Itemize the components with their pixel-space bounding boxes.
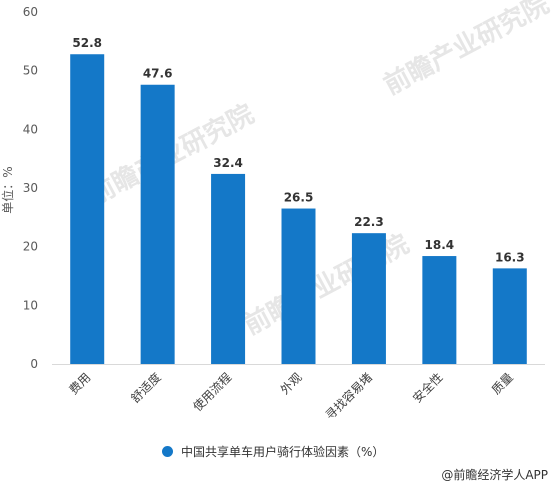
bar-5 [422, 256, 457, 364]
category-label-0: 费用 [66, 370, 93, 397]
category-label-5: 安全性 [409, 370, 445, 406]
y-tick-label: 20 [23, 240, 38, 254]
watermark-text-2: 前瞻产业研究院 [379, 0, 554, 101]
y-tick-label: 0 [30, 357, 38, 371]
category-label-4: 寻找容易堵 [322, 370, 375, 423]
legend: 中国共享单车用户骑行体验因素（%） [162, 442, 384, 460]
category-label-2: 使用流程 [190, 370, 235, 415]
source-credit: @前瞻经济学人APP [441, 468, 548, 482]
legend-label: 中国共享单车用户骑行体验因素（%） [181, 444, 385, 459]
bar-3 [281, 208, 316, 364]
data-label-6: 16.3 [495, 250, 525, 264]
data-label-1: 47.6 [143, 67, 173, 81]
data-label-4: 22.3 [354, 215, 384, 229]
y-tick-label: 10 [23, 298, 38, 312]
bar-2 [211, 173, 246, 364]
bar-0 [70, 54, 105, 365]
y-tick-label: 30 [23, 181, 38, 195]
bar-4 [351, 233, 386, 364]
y-tick-label: 50 [23, 64, 38, 78]
y-tick-label: 60 [23, 5, 38, 19]
data-label-3: 26.5 [284, 191, 314, 205]
legend-swatch [162, 445, 173, 457]
bar-6 [492, 268, 527, 364]
y-tick-label: 40 [23, 122, 38, 136]
watermark-text-1: 前瞻产业研究院 [239, 228, 414, 341]
data-label-2: 32.4 [213, 156, 243, 170]
data-label-0: 52.8 [72, 36, 102, 50]
x-axis: 费用 舒适度 使用流程 外观 寻找容易堵 安全性 质量 [52, 364, 545, 423]
bars-group: 52.8 47.6 32.4 26.5 22.3 18.4 16.3 [70, 36, 527, 365]
y-axis: 0 10 20 30 40 50 60 [23, 5, 38, 371]
category-label-1: 舒适度 [128, 370, 164, 406]
bar-1 [140, 84, 175, 364]
category-label-6: 质量 [489, 370, 516, 397]
data-label-5: 18.4 [425, 238, 455, 252]
y-axis-label: 单位：% [0, 166, 15, 213]
category-label-3: 外观 [278, 370, 305, 397]
